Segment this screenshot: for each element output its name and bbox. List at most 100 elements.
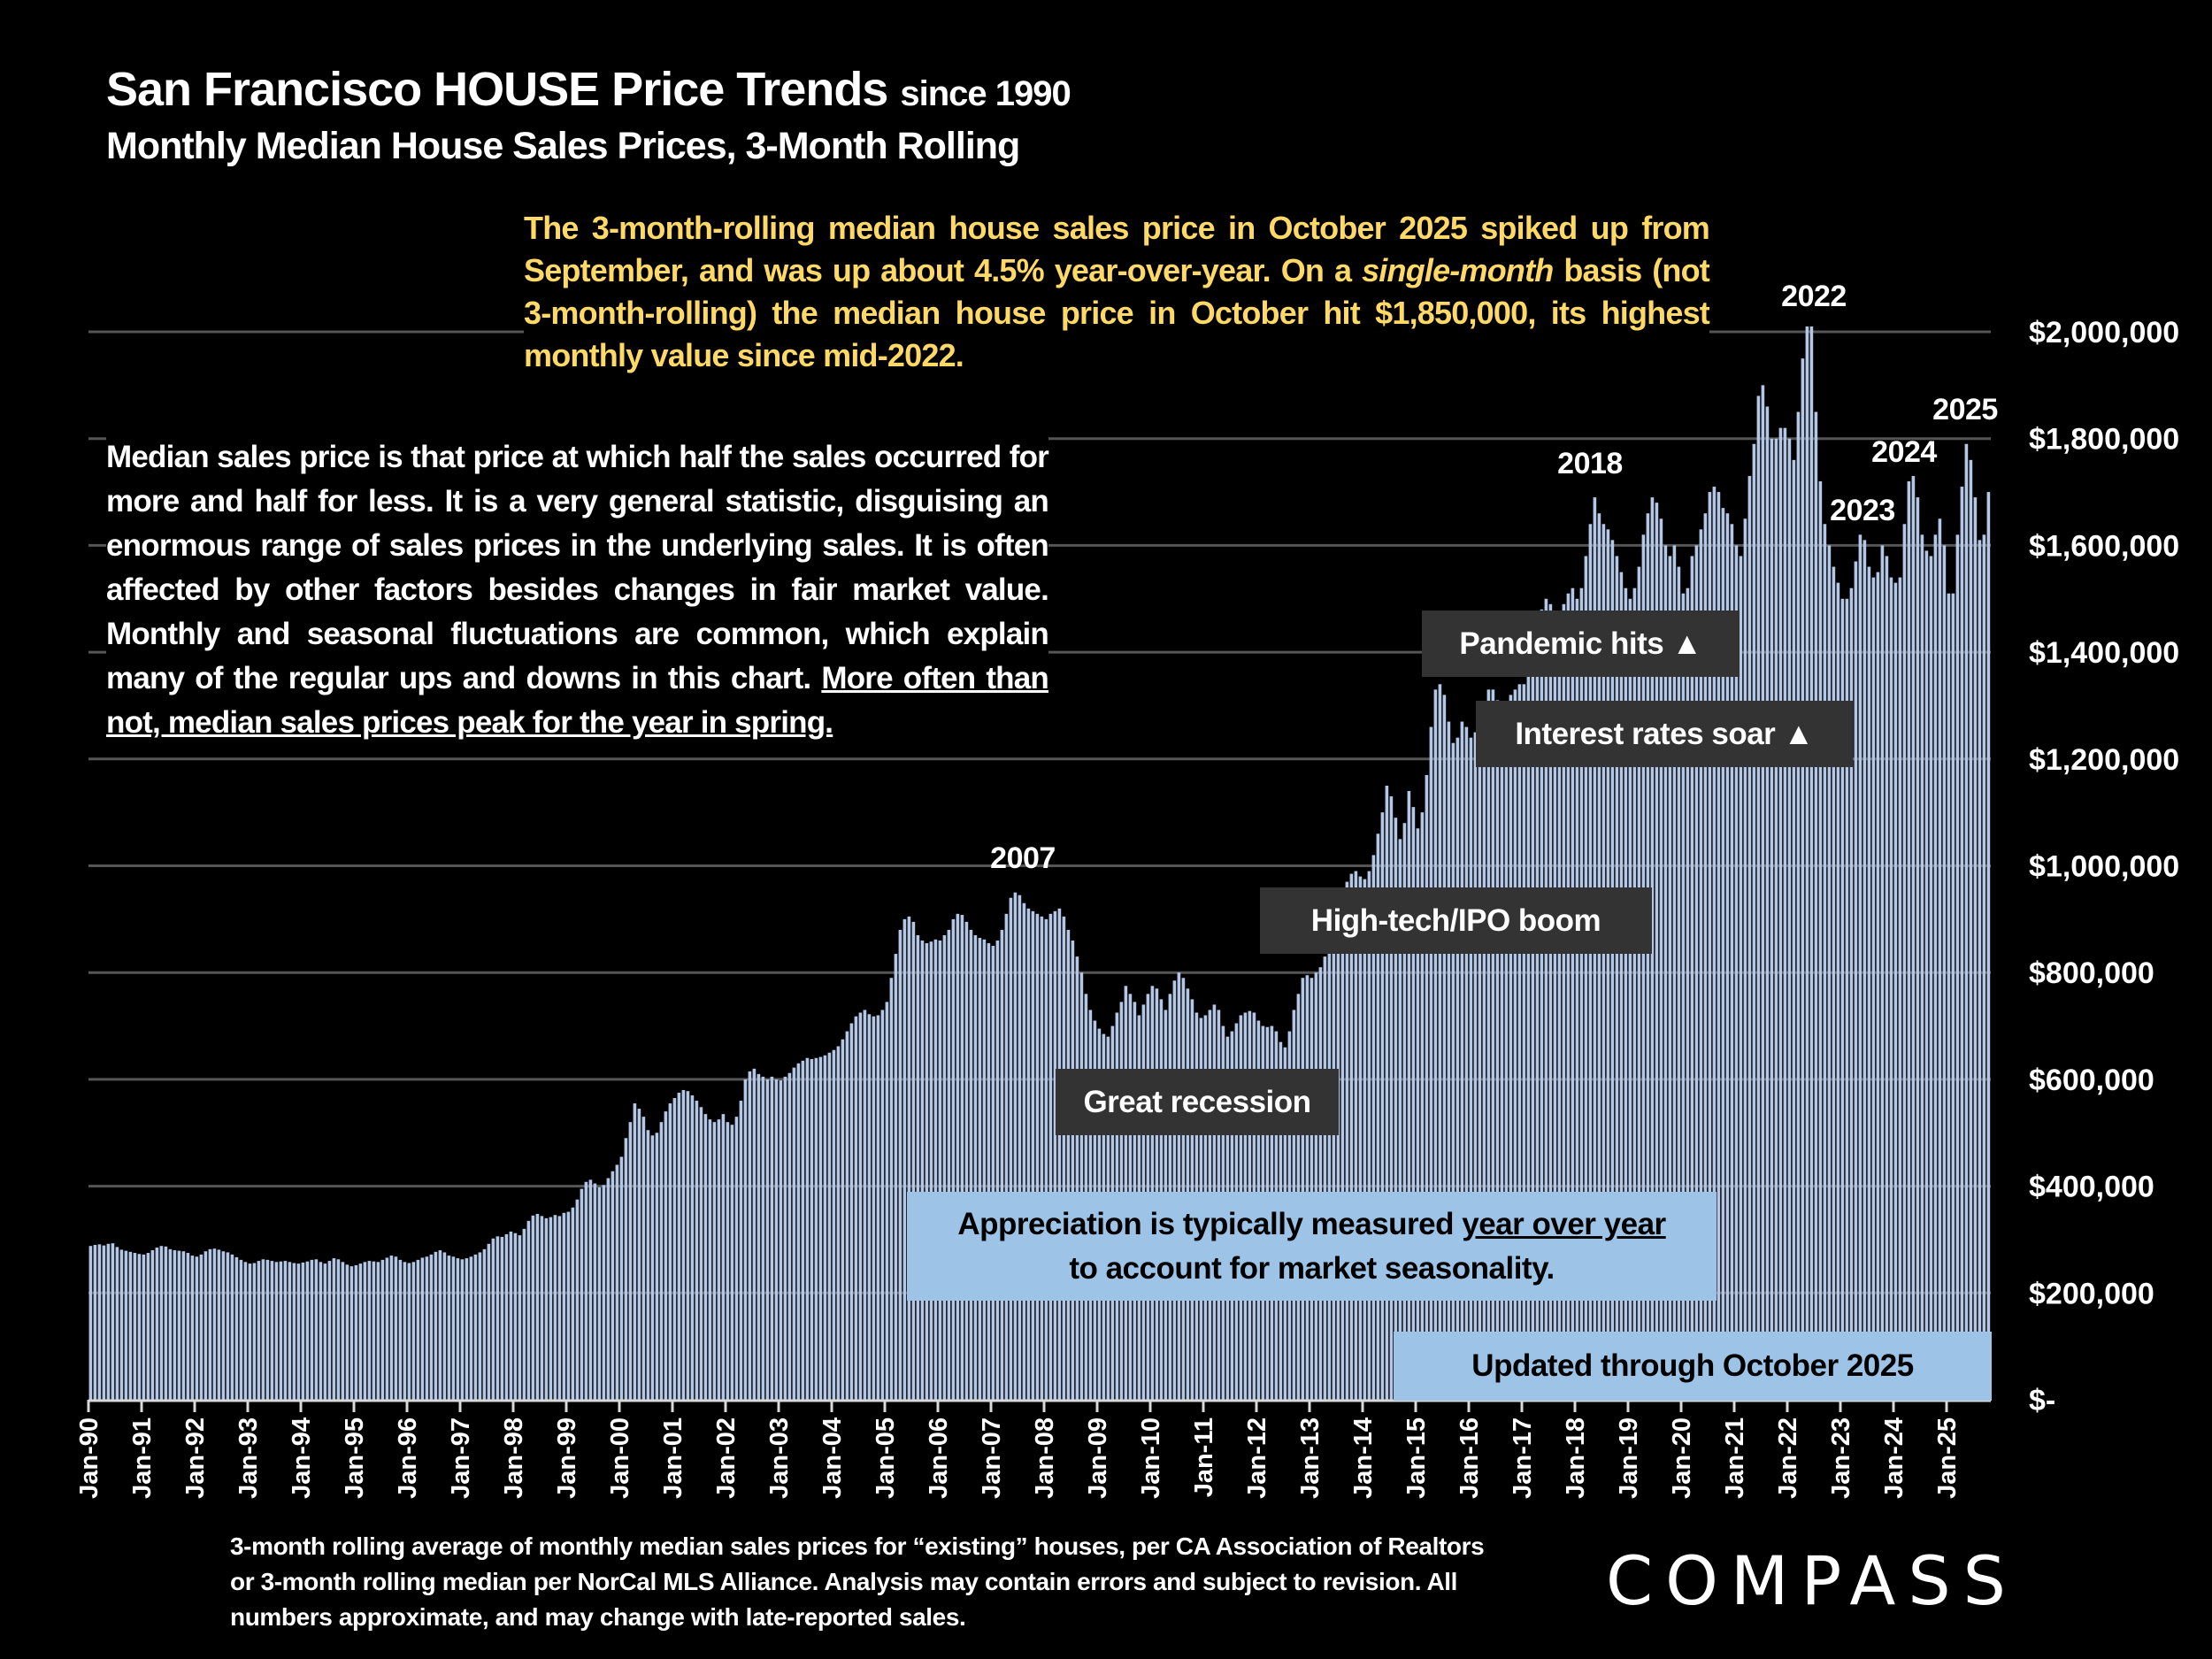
bar: [305, 1261, 310, 1400]
bar: [1867, 566, 1871, 1400]
bar: [1062, 916, 1066, 1400]
bar: [650, 1135, 655, 1400]
bar: [212, 1248, 217, 1400]
bar: [1849, 588, 1854, 1400]
bar: [327, 1261, 332, 1400]
bar: [1336, 913, 1340, 1400]
y-tick-label: $800,000: [2029, 956, 2154, 990]
bar: [1301, 978, 1305, 1400]
bar: [1323, 956, 1327, 1400]
bar: [1924, 550, 1929, 1400]
bar: [199, 1254, 204, 1400]
bar: [748, 1071, 752, 1400]
bar: [942, 934, 947, 1400]
bar: [951, 918, 956, 1400]
bar: [588, 1179, 593, 1400]
bar: [168, 1248, 173, 1400]
bar: [593, 1183, 597, 1400]
bar: [672, 1098, 677, 1400]
bar: [1840, 598, 1845, 1400]
bar: [956, 913, 960, 1400]
bar: [500, 1236, 504, 1400]
bar: [1770, 438, 1774, 1401]
bar: [288, 1262, 292, 1400]
bar: [1686, 588, 1690, 1400]
bar: [1699, 529, 1703, 1400]
bar: [1575, 598, 1579, 1400]
bar: [562, 1212, 566, 1400]
bar: [1739, 556, 1743, 1400]
bar: [1584, 556, 1588, 1400]
bar: [1871, 577, 1876, 1400]
bar: [982, 939, 987, 1400]
bars: [88, 326, 1991, 1401]
bar: [1964, 443, 1969, 1400]
median-explanation-note: Median sales price is that price at whic…: [106, 435, 1049, 745]
bar: [699, 1107, 703, 1400]
x-tick-label: Jan-09: [1084, 1417, 1112, 1499]
bar: [987, 943, 991, 1400]
bar: [1672, 545, 1677, 1400]
bar: [1305, 975, 1310, 1400]
x-tick-label: Jan-03: [765, 1417, 794, 1499]
bar: [752, 1068, 757, 1400]
bar: [416, 1259, 420, 1400]
bar: [465, 1258, 469, 1400]
bar: [925, 943, 929, 1400]
bar: [1619, 572, 1624, 1400]
bar: [783, 1076, 787, 1400]
bar: [690, 1095, 695, 1400]
bar: [1978, 540, 1982, 1400]
bar: [1818, 480, 1823, 1400]
bar: [770, 1076, 774, 1400]
bar: [624, 1138, 628, 1400]
bar: [1863, 540, 1867, 1400]
bar: [1177, 972, 1181, 1400]
x-tick-label: Jan-02: [712, 1417, 741, 1499]
bar: [686, 1091, 690, 1400]
bar: [916, 934, 920, 1400]
bar: [664, 1111, 668, 1400]
bar: [478, 1252, 482, 1400]
bar: [1522, 684, 1526, 1400]
bar: [358, 1263, 363, 1400]
bar: [1571, 588, 1575, 1400]
bar: [226, 1252, 230, 1400]
x-tick-label: Jan-12: [1243, 1417, 1271, 1499]
bar: [1796, 411, 1801, 1400]
bar: [858, 1012, 863, 1400]
bar: [1447, 721, 1451, 1400]
bar: [1650, 497, 1655, 1400]
bar: [1075, 956, 1079, 1400]
bar: [580, 1188, 584, 1400]
bar: [1845, 598, 1849, 1400]
bar: [854, 1016, 858, 1400]
x-tick-label: Jan-98: [500, 1417, 528, 1499]
bar: [1420, 812, 1425, 1400]
x-tick-label: Jan-07: [978, 1417, 1006, 1499]
bar: [1986, 492, 1991, 1400]
bar: [128, 1251, 133, 1400]
bar: [1035, 913, 1040, 1400]
bar: [1013, 892, 1018, 1400]
bar: [1752, 443, 1756, 1400]
bar: [398, 1259, 403, 1400]
bar: [434, 1251, 438, 1400]
bar: [1893, 582, 1898, 1400]
bar: [1451, 742, 1455, 1400]
label-2022: 2022: [1781, 280, 1847, 313]
bar: [495, 1236, 500, 1400]
bar: [1694, 545, 1699, 1400]
bar: [239, 1259, 243, 1400]
bar: [367, 1261, 372, 1400]
bar: [969, 929, 973, 1400]
bar: [1765, 406, 1770, 1400]
x-tick-label: Jan-05: [872, 1417, 900, 1499]
bar: [566, 1211, 571, 1400]
bar: [460, 1259, 465, 1400]
bar: [1646, 513, 1650, 1400]
bar: [1172, 980, 1177, 1400]
bar: [907, 916, 911, 1400]
label-2024: 2024: [1871, 435, 1937, 469]
bar: [995, 940, 1000, 1400]
